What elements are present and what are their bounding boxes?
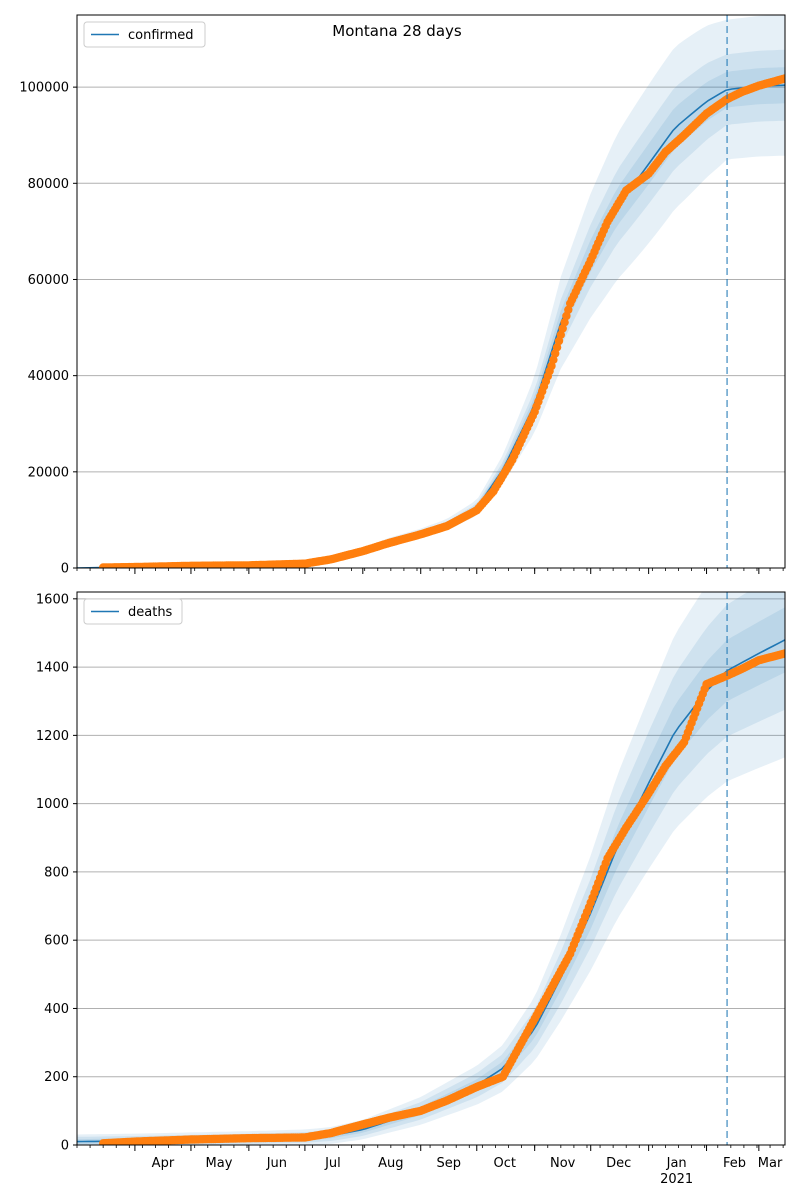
y-tick-label: 80000 — [28, 177, 69, 192]
legend: confirmed — [83, 21, 206, 48]
observed-points — [99, 649, 785, 1145]
uncertainty-band — [77, 15, 785, 568]
y-tick-label: 200 — [44, 1070, 69, 1085]
axes-frame — [76, 591, 786, 1146]
x-tick-label: Dec — [606, 1156, 631, 1171]
observed-point — [780, 649, 785, 658]
y-tick-label: 100000 — [19, 81, 69, 96]
x-tick-label: Nov — [550, 1156, 576, 1171]
uncertainty-band — [77, 592, 785, 1145]
legend-box — [83, 598, 183, 625]
legend-label: confirmed — [128, 28, 194, 43]
observed-point — [780, 74, 785, 83]
x-tick-label: Jun — [266, 1156, 287, 1171]
y-tick-label: 1000 — [36, 797, 69, 812]
y-tick-label: 0 — [61, 1139, 69, 1154]
uncertainty-band — [77, 607, 785, 1144]
observed-point — [552, 343, 562, 352]
x-year-label: 2021 — [660, 1172, 693, 1187]
axes-frame — [76, 14, 786, 569]
chart-title: Montana 28 days — [332, 22, 462, 40]
y-tick-label: 0 — [61, 562, 69, 577]
x-tick-label: Jan — [666, 1156, 687, 1171]
observed-point — [560, 318, 569, 327]
y-tick-label: 1200 — [36, 729, 69, 744]
x-tick-label: Oct — [494, 1156, 516, 1171]
plot-area — [77, 592, 785, 1145]
y-tick-label: 1600 — [36, 592, 69, 607]
y-tick-label: 800 — [44, 865, 69, 880]
x-tick-label: Apr — [152, 1156, 175, 1171]
x-tick-label: Aug — [378, 1156, 403, 1171]
y-tick-label: 400 — [44, 1002, 69, 1017]
y-tick-label: 1400 — [36, 661, 69, 676]
y-tick-label: 60000 — [28, 273, 69, 288]
observed-point — [549, 355, 558, 364]
observed-point — [564, 305, 573, 314]
x-tick-label: Feb — [723, 1156, 746, 1171]
x-tick-label: Sep — [436, 1156, 461, 1171]
legend-label: deaths — [128, 605, 173, 620]
deaths-panel: 0 200 400 600 800 1000 1200 1400 1600 Apr May Jun Ju… — [36, 591, 786, 1187]
y-tick-label: 20000 — [28, 465, 69, 480]
confirmed-panel: 0 20000 40000 60000 80000 100000 confirmed — [19, 14, 786, 577]
legend-box — [83, 21, 206, 48]
plot-area — [77, 15, 785, 568]
x-tick-label: Jul — [324, 1156, 341, 1171]
y-tick-label: 40000 — [28, 369, 69, 384]
uncertainty-band — [77, 592, 785, 1145]
legend: deaths — [83, 598, 183, 625]
observed-point — [556, 330, 565, 339]
x-tick-label: Mar — [758, 1156, 783, 1171]
y-tick-label: 600 — [44, 934, 69, 949]
uncertainty-band — [77, 49, 785, 568]
x-tick-label: May — [206, 1156, 233, 1171]
observed-points — [99, 74, 785, 568]
